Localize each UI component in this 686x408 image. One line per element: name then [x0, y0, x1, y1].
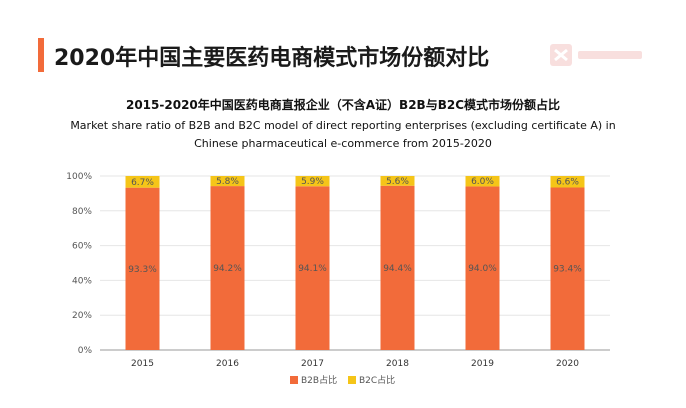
y-tick-label: 40% — [72, 276, 92, 286]
data-label-b2b: 94.4% — [383, 264, 412, 274]
bar-b2c — [295, 176, 330, 187]
bar-b2b — [380, 185, 415, 350]
data-label-b2c: 5.9% — [301, 177, 324, 187]
bar-b2b — [295, 186, 330, 350]
bar-b2c — [125, 176, 160, 188]
y-tick-label: 80% — [72, 207, 92, 217]
data-label-b2c: 6.0% — [471, 177, 494, 187]
data-label-b2c: 6.6% — [556, 178, 579, 188]
y-tick-label: 20% — [72, 311, 92, 321]
bar-b2b — [210, 186, 245, 350]
x-tick-label: 2020 — [556, 359, 579, 369]
chart-title: 2015-2020年中国医药电商直报企业（不含A证）B2B与B2C模式市场份额占… — [125, 98, 560, 112]
bar-b2c — [465, 176, 500, 187]
chart-subtitle: Market share ratio of B2B and B2C model … — [70, 119, 616, 150]
legend-b2c-label: B2C占比 — [359, 374, 395, 386]
x-tick-label: 2019 — [471, 359, 494, 369]
data-label-b2c: 5.8% — [216, 177, 239, 187]
data-label-b2b: 94.0% — [468, 264, 497, 274]
bar-b2b — [125, 187, 160, 350]
legend-b2b-swatch — [290, 376, 298, 384]
header: 2020年中国主要医药电商模式市场份额对比 — [0, 34, 686, 74]
bar-b2b — [465, 186, 500, 350]
bar-b2b — [550, 187, 585, 350]
data-label-b2b: 94.1% — [298, 264, 327, 274]
title-accent-bar — [38, 38, 44, 72]
data-label-b2b: 93.3% — [128, 265, 157, 275]
x-tick-label: 2015 — [131, 359, 154, 369]
data-label-b2b: 94.2% — [213, 264, 242, 274]
page-title: 2020年中国主要医药电商模式市场份额对比 — [54, 46, 490, 71]
data-label-b2c: 6.7% — [131, 178, 154, 188]
y-tick-label: 60% — [72, 242, 92, 252]
y-tick-label: 100% — [66, 172, 92, 182]
bar-b2c — [550, 176, 585, 188]
data-label-b2c: 5.6% — [386, 177, 409, 187]
bar-b2c — [210, 176, 245, 187]
y-tick-label: 0% — [78, 346, 93, 356]
bar-b2c — [380, 176, 415, 186]
legend-b2c-swatch — [348, 376, 356, 384]
legend-b2b-label: B2B占比 — [301, 374, 337, 386]
data-label-b2b: 93.4% — [553, 265, 582, 275]
x-tick-label: 2017 — [301, 359, 324, 369]
x-tick-label: 2018 — [386, 359, 409, 369]
watermark-logo-icon — [550, 44, 642, 66]
x-tick-label: 2016 — [216, 359, 239, 369]
